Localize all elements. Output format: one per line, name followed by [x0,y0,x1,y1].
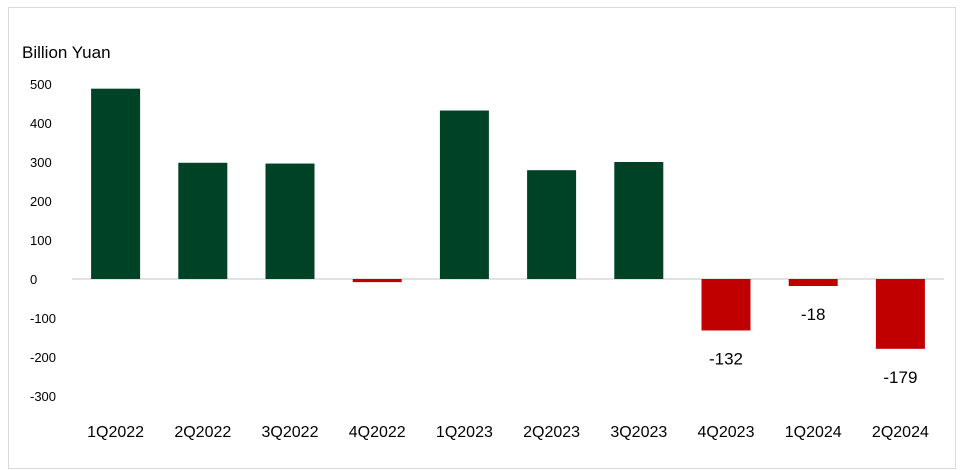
y-tick-label: 400 [30,116,52,131]
y-tick-label: 300 [30,155,52,170]
y-tick-label: 200 [30,194,52,209]
x-tick-label: 2Q2024 [872,424,929,441]
y-tick-label: -200 [30,350,56,365]
x-axis-ticks: 1Q2022 2Q2022 3Q2022 4Q2022 1Q2023 2Q2023 3Q20… [87,424,929,441]
y-tick-label: 500 [30,77,52,92]
bar-2Q2022 [178,162,228,279]
x-tick-label: 3Q2022 [262,424,319,441]
x-tick-label: 1Q2022 [87,424,144,441]
x-tick-label: 3Q2023 [610,424,667,441]
y-tick-label: 0 [30,272,37,287]
x-tick-label: 4Q2022 [349,424,406,441]
bar-3Q2023 [614,162,664,279]
y-axis-ticks: 500 400 300 200 100 0 -100 -200 -300 [30,77,56,404]
bar-2Q2024 [875,279,925,349]
data-label-2Q2024: -179 [883,368,917,387]
x-tick-label: 1Q2024 [785,424,842,441]
x-tick-label: 2Q2023 [523,424,580,441]
data-label-4Q2023: -132 [709,349,743,368]
y-tick-label: -100 [30,311,56,326]
bar-1Q2023 [439,110,489,280]
bars [91,88,925,349]
bar-3Q2022 [265,163,315,279]
data-labels: -132 -18 -179 [709,305,917,387]
bar-1Q2024 [788,279,838,287]
bar-1Q2022 [91,88,141,280]
y-tick-label: 100 [30,233,52,248]
bar-4Q2023 [701,279,751,331]
data-label-1Q2024: -18 [801,305,826,324]
bar-2Q2023 [527,170,577,279]
bar-4Q2022 [352,279,402,283]
x-tick-label: 2Q2022 [174,424,231,441]
y-tick-label: -300 [30,389,56,404]
x-tick-label: 1Q2023 [436,424,493,441]
y-axis-unit-label: Billion Yuan [22,43,111,62]
x-tick-label: 4Q2023 [698,424,755,441]
